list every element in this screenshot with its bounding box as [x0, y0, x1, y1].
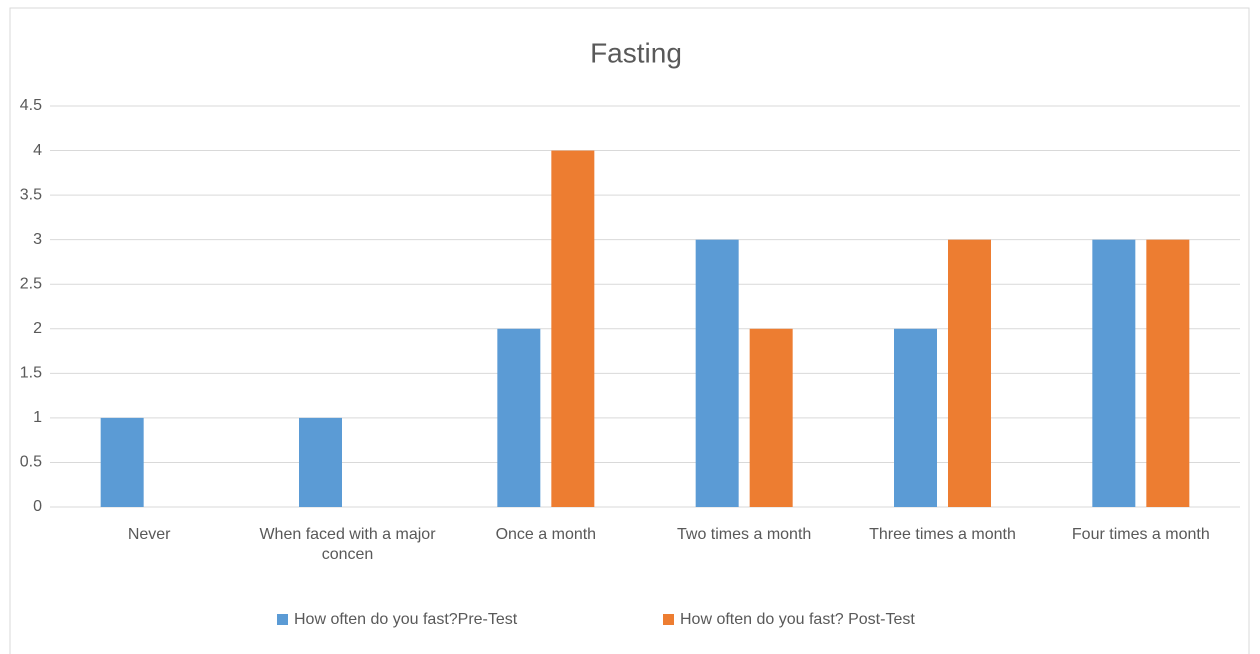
y-tick-label: 0	[33, 498, 42, 515]
y-tick-label: 4	[33, 142, 42, 159]
bar	[894, 328, 937, 507]
chart-frame	[9, 7, 1250, 654]
y-tick-label: 3	[33, 231, 42, 248]
bar	[695, 239, 739, 507]
y-tick-label: 2	[33, 320, 42, 337]
bar	[299, 417, 342, 507]
y-tick-label: 1	[33, 409, 42, 426]
x-tick-label: Four times a month	[1071, 526, 1210, 543]
legend-swatch	[663, 614, 674, 625]
x-tick-label: Three times a month	[869, 526, 1016, 543]
y-tick-label: 4.5	[20, 97, 42, 114]
y-tick-label: 3.5	[20, 186, 42, 203]
legend-label: How often do you fast?Pre-Test	[294, 611, 518, 628]
bar	[497, 328, 541, 507]
bar	[948, 239, 991, 507]
bar	[1146, 239, 1190, 507]
bar	[1092, 239, 1136, 507]
legend-swatch	[277, 614, 288, 625]
x-tick-label: Two times a month	[677, 526, 812, 543]
chart-title: Fasting	[590, 37, 682, 68]
legend-label: How often do you fast? Post-Test	[680, 611, 915, 628]
y-tick-label: 2.5	[20, 275, 42, 292]
y-tick-label: 1.5	[20, 365, 42, 382]
bar	[551, 150, 595, 508]
x-tick-label: When faced with a major concen	[259, 526, 436, 563]
y-tick-label: 0.5	[20, 454, 42, 471]
bar	[100, 417, 144, 507]
bar	[749, 328, 793, 507]
x-tick-label: Once a month	[495, 526, 597, 543]
x-tick-label: Never	[127, 526, 171, 543]
